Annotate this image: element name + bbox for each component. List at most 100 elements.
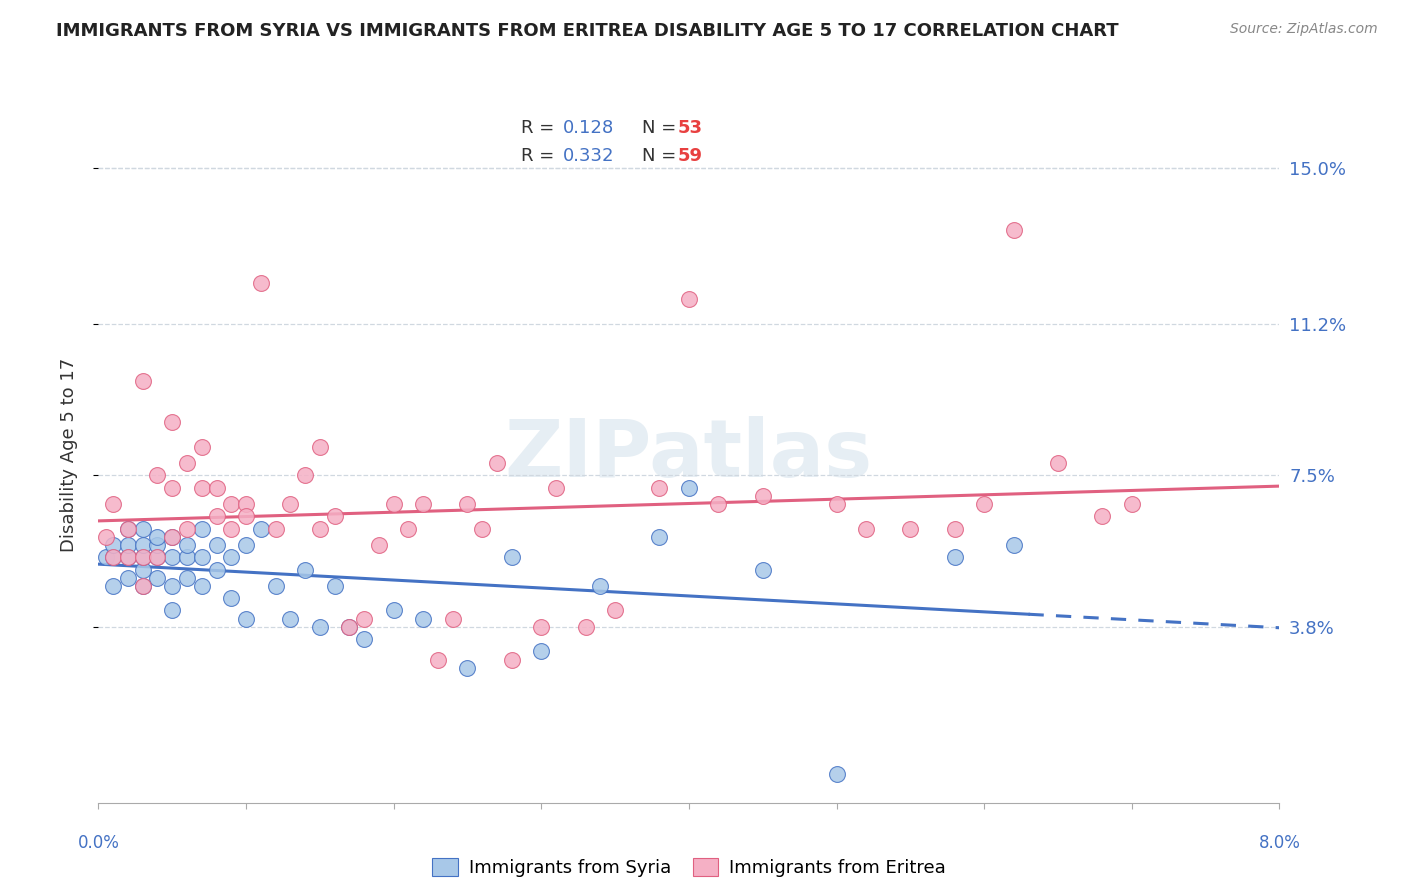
Point <box>94 550 117 565</box>
Point <box>117 522 139 536</box>
Point <box>103 550 125 565</box>
Point <box>94 530 117 544</box>
Point <box>191 522 214 536</box>
Point <box>337 620 360 634</box>
Point <box>943 550 966 565</box>
Point <box>589 579 612 593</box>
Point <box>117 522 139 536</box>
Text: IMMIGRANTS FROM SYRIA VS IMMIGRANTS FROM ERITREA DISABILITY AGE 5 TO 17 CORRELAT: IMMIGRANTS FROM SYRIA VS IMMIGRANTS FROM… <box>56 22 1119 40</box>
Point <box>485 456 508 470</box>
Point <box>146 550 169 565</box>
Point <box>205 481 228 495</box>
Text: Source: ZipAtlas.com: Source: ZipAtlas.com <box>1230 22 1378 37</box>
Point <box>751 489 773 503</box>
Point <box>294 562 316 576</box>
Point <box>235 509 257 524</box>
Point <box>132 538 155 552</box>
Point <box>973 497 995 511</box>
Point <box>176 550 198 565</box>
Point <box>132 522 155 536</box>
Point <box>146 530 169 544</box>
Point <box>146 571 169 585</box>
Point <box>132 550 155 565</box>
Point <box>176 571 198 585</box>
Point <box>412 497 434 511</box>
Point <box>441 612 464 626</box>
Text: 8.0%: 8.0% <box>1258 834 1301 852</box>
Point <box>264 522 287 536</box>
Point <box>530 620 553 634</box>
Point <box>278 497 302 511</box>
Text: N =: N = <box>641 119 682 136</box>
Text: R =: R = <box>522 119 560 136</box>
Text: 0.332: 0.332 <box>562 146 614 165</box>
Point <box>162 579 183 593</box>
Point <box>132 562 155 576</box>
Point <box>426 652 449 666</box>
Point <box>382 603 405 617</box>
Y-axis label: Disability Age 5 to 17: Disability Age 5 to 17 <box>59 358 77 552</box>
Point <box>323 579 346 593</box>
Point <box>176 456 198 470</box>
Point <box>191 481 214 495</box>
Point <box>501 550 523 565</box>
Text: 0.128: 0.128 <box>562 119 614 136</box>
Point <box>117 550 139 565</box>
Point <box>162 603 183 617</box>
Point <box>103 550 125 565</box>
Point <box>219 497 242 511</box>
Point <box>235 612 257 626</box>
Point <box>162 550 183 565</box>
Legend: Immigrants from Syria, Immigrants from Eritrea: Immigrants from Syria, Immigrants from E… <box>425 851 953 884</box>
Point <box>308 620 332 634</box>
Text: 59: 59 <box>678 146 702 165</box>
Point <box>250 522 273 536</box>
Point <box>103 497 125 511</box>
Point <box>1002 538 1025 552</box>
Point <box>191 550 214 565</box>
Point <box>678 481 700 495</box>
Point <box>412 612 434 626</box>
Point <box>191 440 214 454</box>
Point <box>1121 497 1143 511</box>
Point <box>117 571 139 585</box>
Point <box>456 497 478 511</box>
Point <box>382 497 405 511</box>
Point <box>205 562 228 576</box>
Point <box>353 612 375 626</box>
Point <box>294 468 316 483</box>
Point <box>605 603 627 617</box>
Point <box>648 481 671 495</box>
Point <box>648 530 671 544</box>
Point <box>205 538 228 552</box>
Point <box>235 538 257 552</box>
Point <box>103 579 125 593</box>
Point <box>117 538 139 552</box>
Point <box>146 468 169 483</box>
Point <box>353 632 375 646</box>
Point <box>162 530 183 544</box>
Point <box>1046 456 1069 470</box>
Point <box>264 579 287 593</box>
Text: 0.0%: 0.0% <box>77 834 120 852</box>
Point <box>1002 223 1025 237</box>
Point <box>117 550 139 565</box>
Point <box>337 620 360 634</box>
Point <box>943 522 966 536</box>
Point <box>825 767 848 781</box>
Point <box>103 538 125 552</box>
Point <box>278 612 302 626</box>
Point <box>162 530 183 544</box>
Point <box>176 522 198 536</box>
Point <box>900 522 922 536</box>
Text: 53: 53 <box>678 119 702 136</box>
Point <box>235 497 257 511</box>
Point <box>825 497 848 511</box>
Point <box>162 481 183 495</box>
Point <box>456 661 478 675</box>
Point <box>1091 509 1114 524</box>
Point <box>501 652 523 666</box>
Point <box>250 276 273 290</box>
Point <box>574 620 596 634</box>
Point <box>132 374 155 388</box>
